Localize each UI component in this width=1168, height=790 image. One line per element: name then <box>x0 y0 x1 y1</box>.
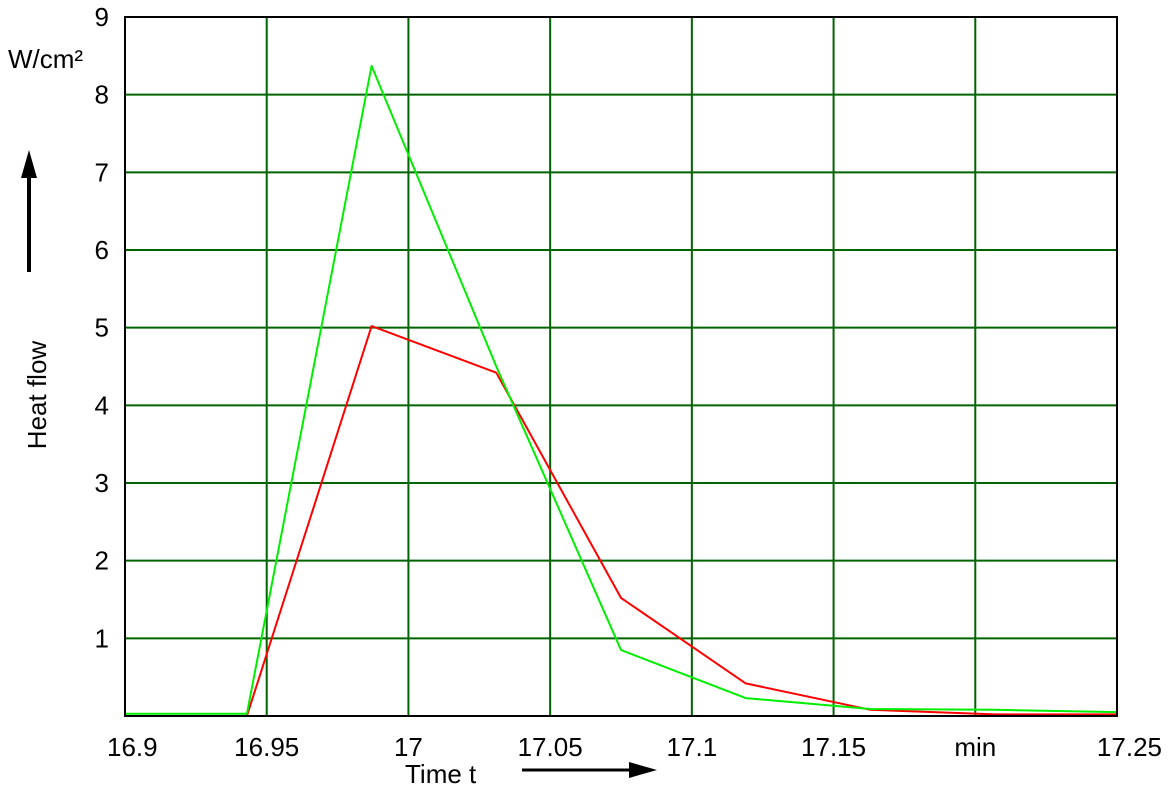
x-tick-labels: 16.9 16.95 17 17.05 17.1 17.15 min 17.25 <box>107 732 1162 762</box>
x-tick-label: 16.95 <box>234 732 299 762</box>
y-tick-label: 4 <box>95 390 109 420</box>
y-tick-label: 7 <box>95 157 109 187</box>
x-axis-title: Time t <box>405 759 477 789</box>
x-tick-label: min <box>954 732 996 762</box>
x-tick-label: 17.25 <box>1097 732 1162 762</box>
x-tick-label: 17 <box>394 732 423 762</box>
x-axis-arrow <box>522 762 657 778</box>
y-tick-label: 1 <box>95 623 109 653</box>
x-tick-label: 16.9 <box>107 732 158 762</box>
x-tick-label: 17.15 <box>801 732 866 762</box>
series-line-1 <box>125 325 1117 717</box>
y-tick-label: 9 <box>95 2 109 32</box>
x-tick-label: 17.05 <box>518 732 583 762</box>
grid <box>125 17 1117 716</box>
y-tick-labels: 1 2 3 4 5 6 7 8 9 <box>95 2 109 653</box>
y-axis-title: Heat flow <box>22 341 52 450</box>
y-tick-label: 2 <box>95 546 109 576</box>
y-axis-arrow <box>21 150 37 272</box>
y-tick-label: 8 <box>95 80 109 110</box>
y-unit-label: W/cm² <box>8 44 83 74</box>
series-group <box>125 64 1118 717</box>
plot-frame <box>124 16 1118 717</box>
y-tick-label: 3 <box>95 468 109 498</box>
x-tick-label: 17.1 <box>667 732 718 762</box>
series-line-2 <box>125 64 1118 715</box>
y-tick-label: 6 <box>95 235 109 265</box>
y-tick-label: 5 <box>95 313 109 343</box>
